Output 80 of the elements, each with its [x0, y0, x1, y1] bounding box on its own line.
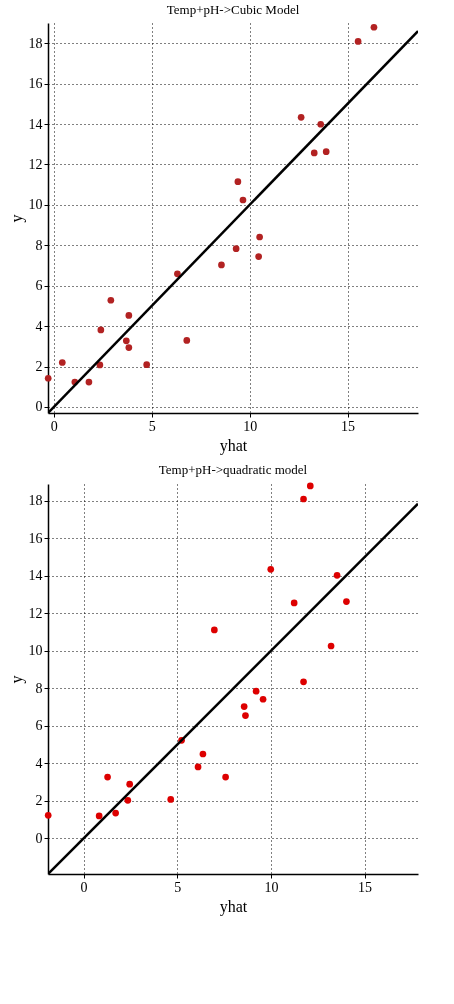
point	[239, 196, 247, 204]
y-tick-label: 14	[28, 568, 43, 584]
x-axis-title: yhat	[219, 897, 248, 916]
y-tick-label: 2	[35, 793, 43, 809]
point	[232, 245, 240, 253]
chart-title: Temp+pH->Cubic Model	[166, 2, 300, 17]
point	[267, 565, 275, 573]
y-tick-label: 8	[35, 680, 43, 696]
point	[259, 695, 267, 703]
y-tick-label: 4	[35, 318, 43, 334]
y-tick-label: 12	[28, 605, 43, 621]
point	[370, 23, 378, 31]
y-tick-label: 4	[35, 755, 43, 771]
point	[306, 482, 314, 490]
point	[126, 780, 134, 788]
x-tick-label: 10	[243, 418, 258, 434]
point	[211, 626, 218, 634]
y-tick-label: 6	[35, 718, 43, 734]
x-tick-label: 10	[264, 879, 279, 895]
point	[44, 811, 52, 819]
point	[234, 178, 242, 185]
point	[124, 796, 132, 804]
x-axis-title: yhat	[219, 436, 248, 455]
point	[85, 378, 93, 386]
point	[125, 312, 133, 319]
point	[317, 120, 325, 128]
y-tick-label: 18	[28, 35, 43, 51]
point	[343, 598, 350, 605]
point	[256, 233, 263, 241]
x-tick-label: 0	[50, 418, 58, 434]
point	[242, 712, 249, 719]
point	[199, 750, 207, 758]
y-tick-label: 0	[35, 830, 43, 846]
point	[174, 270, 181, 278]
point	[297, 114, 305, 121]
y-tick-label: 10	[28, 643, 43, 659]
chart-title: Temp+pH->quadratic model	[158, 461, 308, 477]
x-tick-label: 5	[148, 418, 156, 434]
x-tick-label: 0	[80, 879, 88, 895]
point	[300, 678, 307, 686]
y-axis-title: y	[7, 214, 26, 223]
y-axis-title: y	[7, 675, 26, 684]
point	[240, 703, 248, 710]
point	[194, 763, 202, 771]
y-tick-label: 18	[28, 493, 43, 509]
y-tick-label: 0	[35, 399, 43, 415]
x-tick-label: 5	[174, 879, 182, 895]
point	[122, 337, 130, 345]
point	[107, 296, 115, 304]
point	[58, 359, 66, 366]
point	[310, 149, 318, 157]
point	[167, 796, 175, 803]
point	[143, 361, 151, 369]
point	[97, 326, 105, 334]
y-tick-label: 6	[35, 278, 43, 294]
point	[104, 773, 111, 781]
point	[95, 812, 103, 820]
y-tick-label: 16	[28, 530, 43, 546]
point	[112, 809, 119, 817]
point	[290, 599, 298, 607]
point	[44, 374, 52, 382]
point	[183, 337, 191, 344]
y-tick-label: 10	[28, 197, 43, 213]
y-tick-label: 2	[35, 359, 43, 375]
y-tick-label: 8	[35, 237, 43, 253]
point	[252, 687, 260, 695]
x-tick-label: 15	[358, 879, 373, 895]
x-tick-label: 15	[341, 418, 356, 434]
point	[255, 253, 262, 260]
point	[333, 571, 341, 579]
y-tick-label: 16	[28, 76, 43, 92]
point	[222, 773, 229, 781]
point	[218, 261, 225, 269]
point	[322, 148, 330, 156]
y-tick-label: 12	[28, 156, 43, 172]
point	[327, 642, 335, 650]
point	[300, 495, 307, 503]
point	[354, 38, 362, 45]
y-tick-label: 14	[28, 116, 43, 132]
point	[125, 344, 133, 351]
